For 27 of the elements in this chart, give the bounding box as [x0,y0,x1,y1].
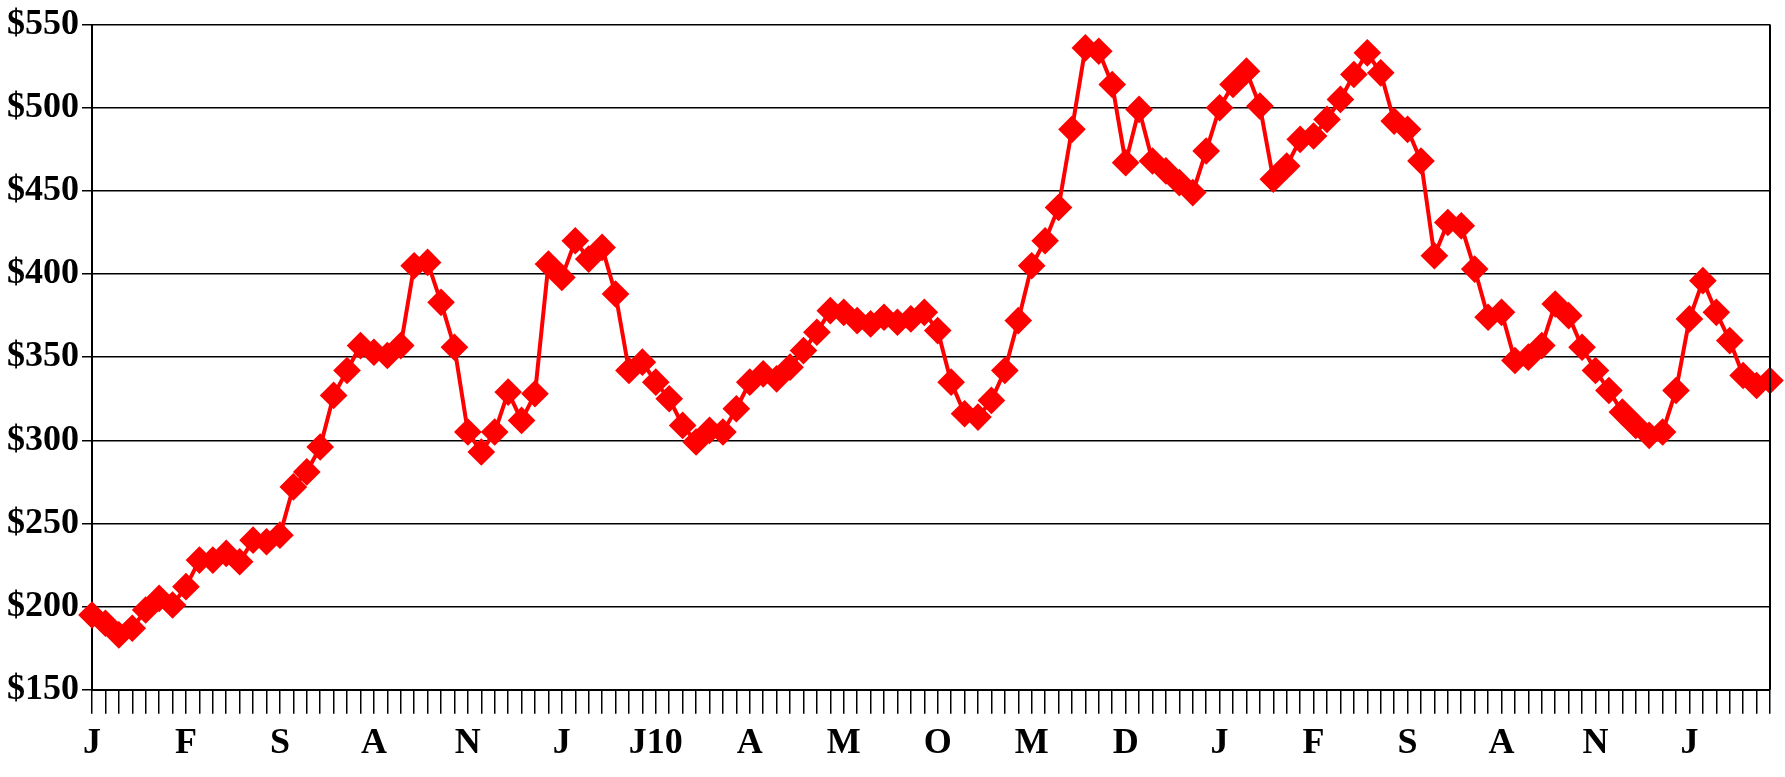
y-tick-label: $150 [7,667,79,708]
y-tick-label: $350 [7,334,79,375]
x-tick-label: N [454,720,481,761]
x-tick-label: D [1112,720,1139,761]
x-tick-label: M [1014,720,1049,761]
y-tick-label: $500 [7,85,79,126]
x-tick-label: F [174,720,197,761]
y-tick-label: $450 [7,168,79,209]
x-tick-label: S [269,720,290,761]
y-tick-label: $550 [7,1,79,42]
x-tick-label: J [1680,720,1699,761]
x-tick-label: S [1397,720,1418,761]
x-tick-label: J [1210,720,1229,761]
x-tick-label: O [923,720,952,761]
x-tick-label: A [1488,720,1515,761]
x-tick-label: A [736,720,763,761]
x-tick-label: A [360,720,387,761]
x-tick-label: J [83,720,101,761]
x-tick-label: M [826,720,861,761]
y-tick-label: $200 [7,583,79,624]
y-tick-label: $300 [7,417,79,458]
y-tick-label: $400 [7,251,79,292]
y-tick-label: $250 [7,500,79,541]
x-tick-label: J10 [628,720,683,761]
x-tick-label: F [1302,720,1325,761]
x-tick-label: J [552,720,571,761]
x-tick-label: N [1582,720,1609,761]
